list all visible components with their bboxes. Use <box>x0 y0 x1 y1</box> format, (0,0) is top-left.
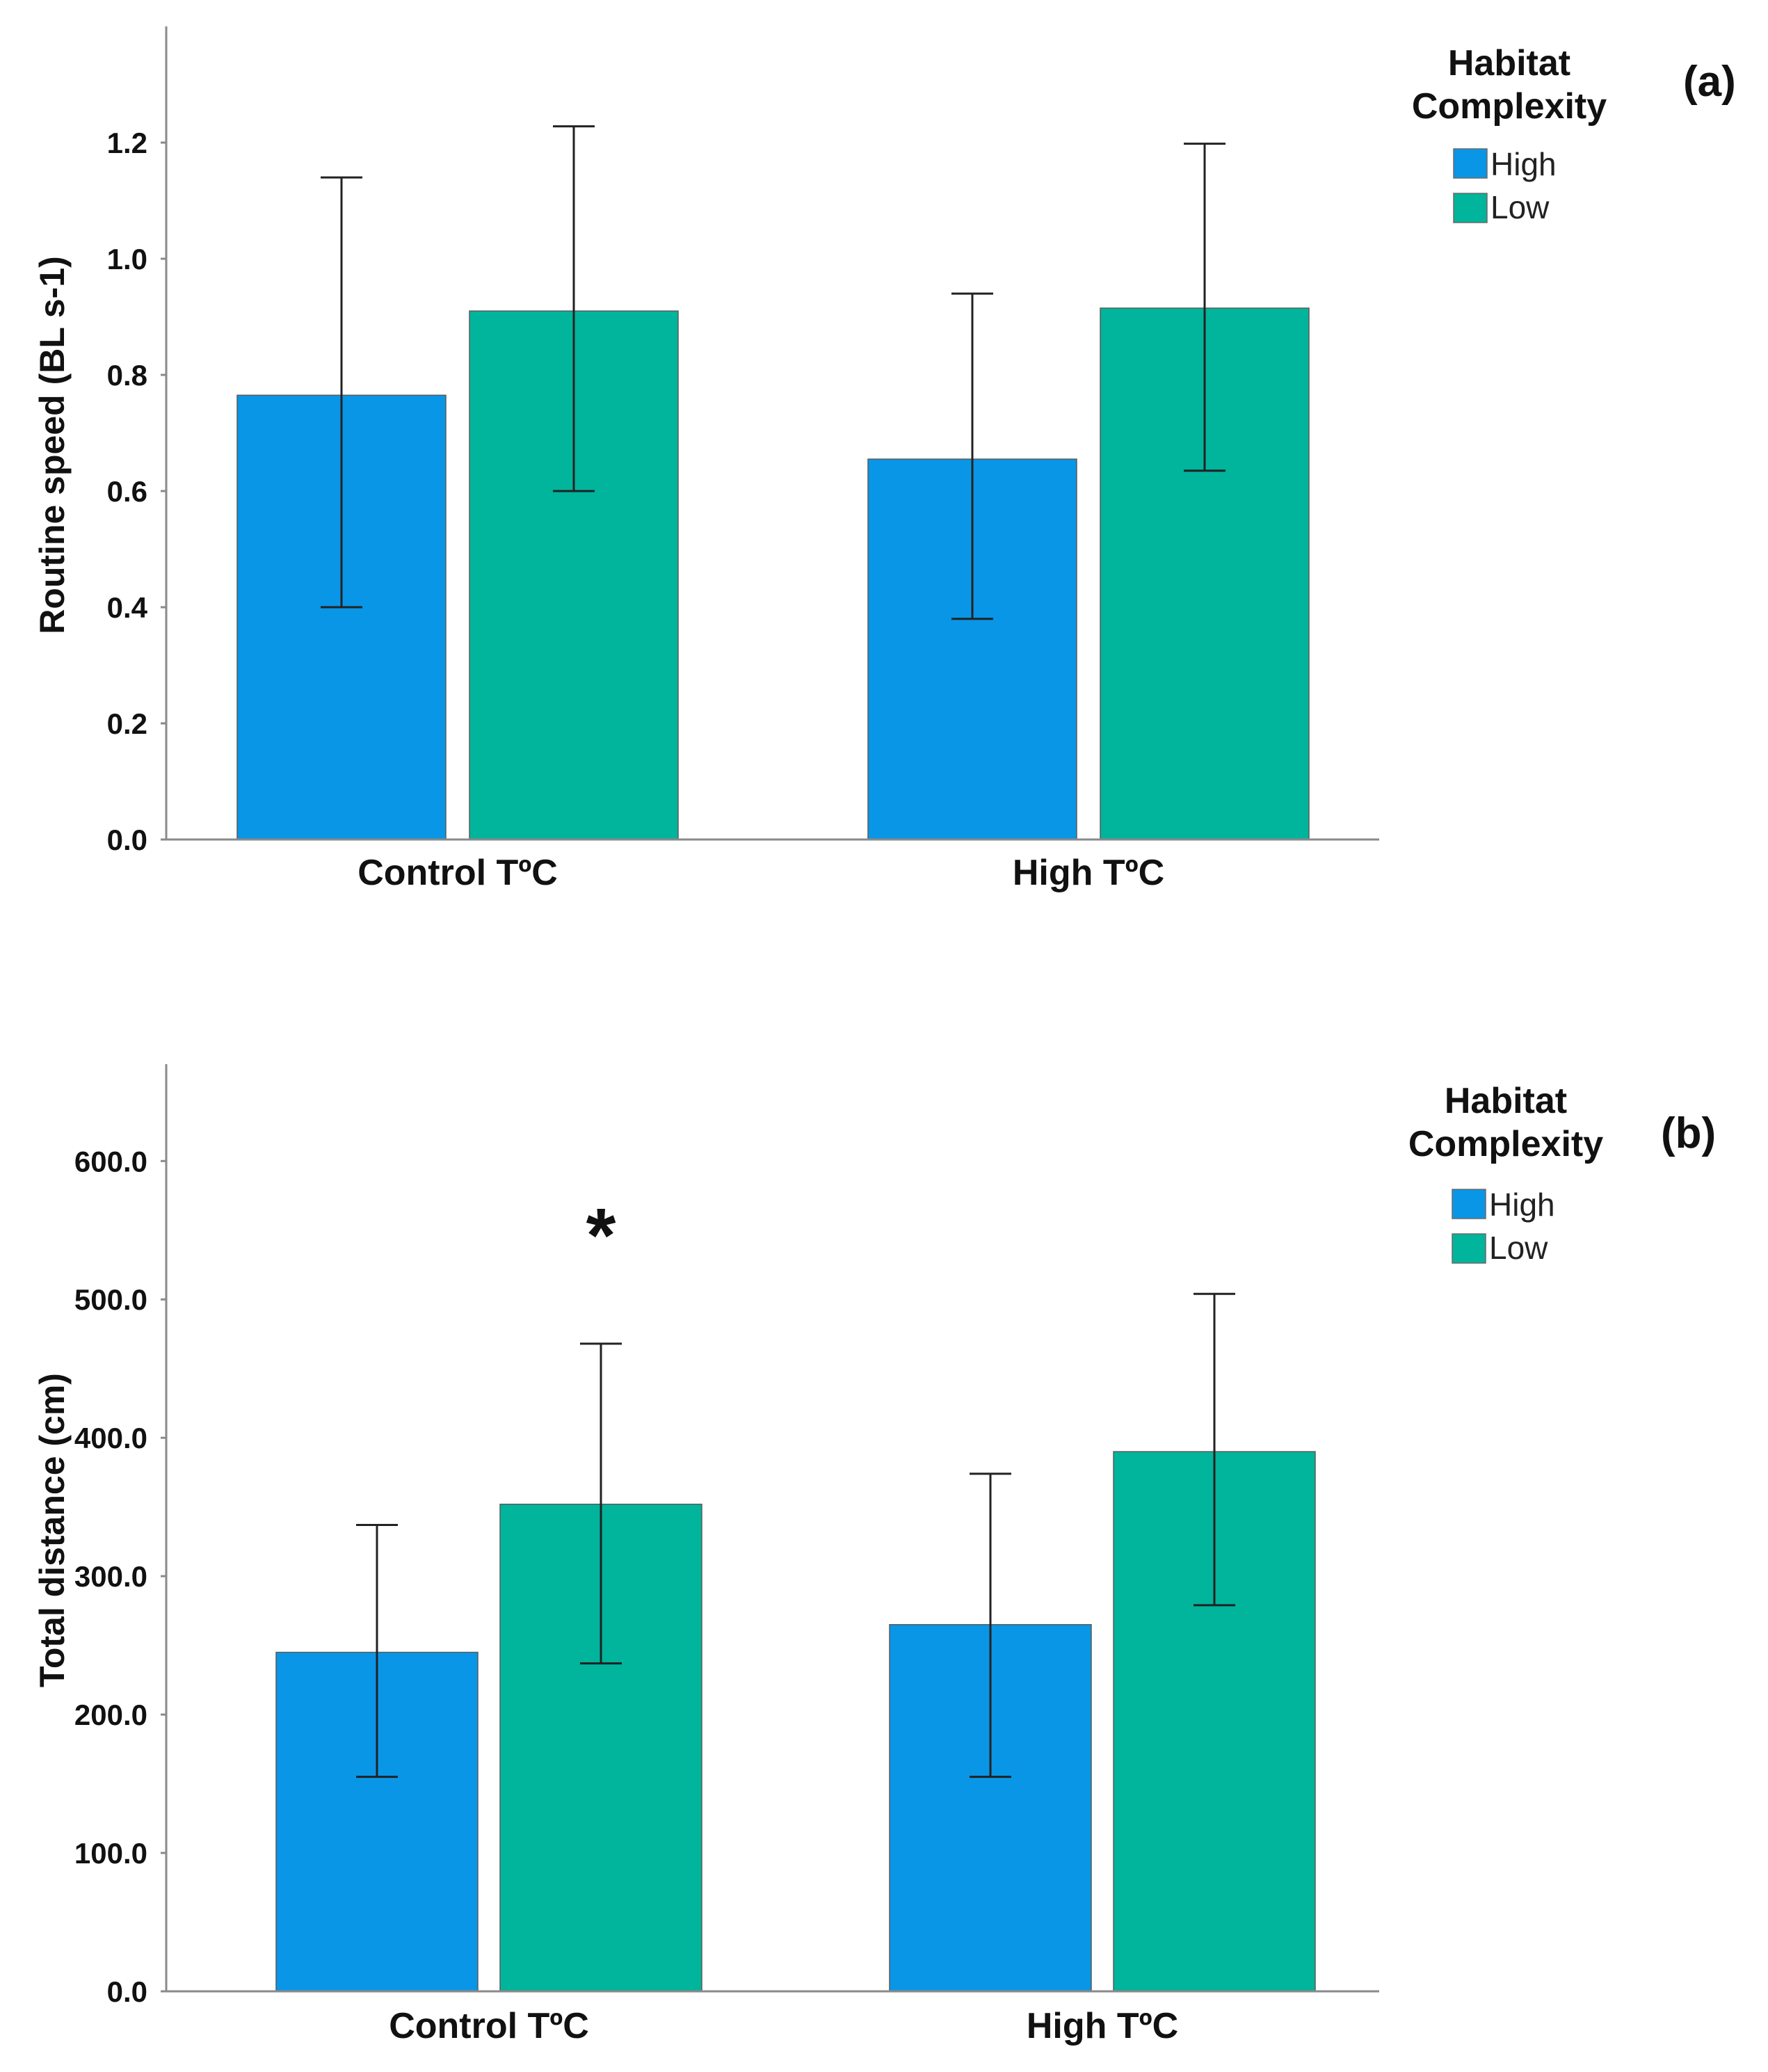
panel-a-error-bar-high-control <box>321 176 362 609</box>
panel-b-y-tick-label: 300.0 <box>74 1560 147 1593</box>
panel-a-error-bar-low-control <box>553 125 595 492</box>
panel-b-error-bar-high-high-temp <box>970 1472 1011 1778</box>
panel-b-tag: (b) <box>1661 1109 1716 1157</box>
panel-a-category-label: Control TºC <box>357 853 558 893</box>
panel-a-y-axis-label: Routine speed (BL s-1) <box>33 256 72 634</box>
panel-b-legend-title-line1: Habitat <box>1445 1081 1567 1121</box>
panel-a-error-bar-low-high-temp <box>1184 143 1225 472</box>
panel-a-routine-speed: 0.0 0.2 0.4 0.6 0.8 1.0 1.2 Control TºC High Tº… <box>33 26 1736 893</box>
panel-b-error-bar-low-control <box>580 1342 622 1664</box>
panel-b-y-axis-label: Total distance (cm) <box>33 1373 72 1687</box>
panel-b-y-axis-ticks: 0.0 100.0 200.0 300.0 400.0 500.0 600.0 <box>74 1145 166 2008</box>
panel-a-legend-title-line1: Habitat <box>1448 43 1570 83</box>
panel-a-category-labels: Control TºC High TºC <box>357 853 1164 893</box>
panel-b-category-label: Control TºC <box>389 2006 589 2046</box>
panel-a-legend-entry-low: Low <box>1490 189 1550 225</box>
panel-a-error-bar-high-high-temp <box>951 292 993 620</box>
panel-b-legend-swatch-high <box>1452 1189 1486 1219</box>
panel-a-y-tick-label: 1.2 <box>107 127 147 159</box>
panel-a-legend: Habitat Complexity High Low <box>1412 43 1607 225</box>
panel-b-legend-entry-high: High <box>1489 1187 1555 1223</box>
panel-a-y-tick-label: 1.0 <box>107 243 147 275</box>
panel-a-tag: (a) <box>1683 58 1736 106</box>
panel-a-legend-swatch-high <box>1453 148 1488 179</box>
panel-b-total-distance: 0.0 100.0 200.0 300.0 400.0 500.0 600.0 * Cont… <box>33 1064 1716 2046</box>
panel-a-y-tick-label: 0.4 <box>107 591 148 624</box>
panel-b-y-tick-label: 600.0 <box>74 1145 147 1178</box>
panel-b-legend-swatch-low <box>1452 1233 1486 1264</box>
panel-a-error-bars <box>321 125 1225 620</box>
panel-a-y-tick-label: 0.8 <box>107 359 147 392</box>
panel-b-legend-title-line2: Complexity <box>1408 1124 1603 1164</box>
panel-b-error-bar-high-control <box>356 1524 398 1778</box>
panel-b-y-tick-label: 200.0 <box>74 1698 147 1731</box>
panel-b-legend-entry-low: Low <box>1489 1230 1548 1266</box>
panel-b-category-labels: Control TºC High TºC <box>389 2006 1178 2046</box>
panel-a-legend-title-line2: Complexity <box>1412 86 1607 127</box>
panel-b-category-label: High TºC <box>1027 2006 1178 2046</box>
panel-a-legend-swatch-low <box>1453 193 1488 223</box>
panel-b-legend: Habitat Complexity High Low <box>1408 1081 1603 1266</box>
panel-a-legend-entry-high: High <box>1490 146 1557 182</box>
panel-b-y-tick-label: 100.0 <box>74 1837 147 1870</box>
panel-a-y-tick-label: 0.6 <box>107 475 147 508</box>
panel-b-y-tick-label: 500.0 <box>74 1283 147 1316</box>
panel-b-annotations: * <box>586 1193 616 1278</box>
panel-b-error-bars <box>356 1292 1235 1778</box>
panel-a-y-tick-label: 0.0 <box>107 824 147 856</box>
panel-b-y-tick-label: 400.0 <box>74 1422 147 1454</box>
panel-b-y-tick-label: 0.0 <box>107 1975 147 2008</box>
panel-b-error-bar-low-high-temp <box>1194 1292 1235 1607</box>
panel-a-y-tick-label: 0.2 <box>107 707 147 740</box>
panel-a-category-label: High TºC <box>1013 853 1164 893</box>
panel-a-y-axis-ticks: 0.0 0.2 0.4 0.6 0.8 1.0 1.2 <box>107 127 166 856</box>
panel-a-bars <box>236 307 1310 840</box>
panel-b-bars <box>275 1451 1316 1992</box>
panel-b-significance-star: * <box>586 1193 616 1278</box>
